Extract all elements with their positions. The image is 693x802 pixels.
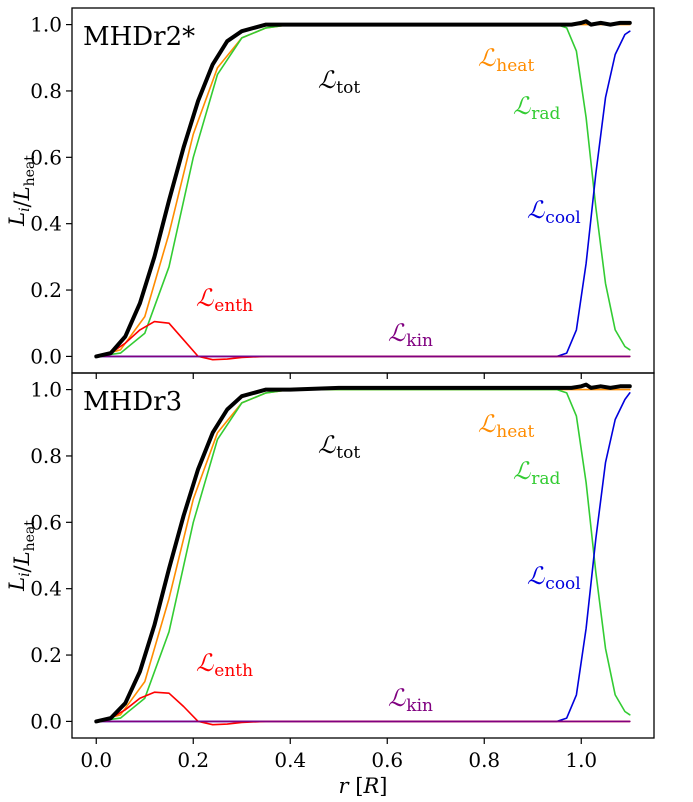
- series-line-l-tot: [94, 382, 632, 724]
- panel-2: 0.0 0.2 0.4 0.6 0.8 1.0 0.0 0.2 0.4 0.6 0.8 1.0 MHDr…: [5, 372, 655, 798]
- x-tick-label: 0.6: [371, 748, 403, 772]
- series-line-l-cool: [95, 392, 631, 723]
- series-group: [94, 382, 632, 726]
- y-axis-label: Li/Lheat: [5, 155, 38, 227]
- x-tick-label: 0.0: [80, 748, 112, 772]
- x-tick-label: 0.8: [468, 748, 500, 772]
- series-label-l-enth: ℒenth: [196, 284, 253, 316]
- series-label-l-rad: ℒrad: [513, 457, 561, 489]
- series-label-l-cool: ℒcool: [527, 196, 581, 228]
- x-axis-label: r [R]: [339, 774, 388, 798]
- series-line-l-cool: [95, 30, 631, 358]
- y-tick-label: 0.2: [30, 278, 62, 302]
- series-label-l-heat: ℒheat: [478, 44, 534, 76]
- panel-title: MHDr3: [83, 387, 182, 417]
- series-label-l-tot: ℒtot: [318, 66, 360, 98]
- y-tick-label: 0.4: [30, 577, 62, 601]
- x-tick-label: 1.0: [565, 748, 597, 772]
- series-line-l-enth: [95, 320, 631, 361]
- panel-title: MHDr2*: [83, 22, 195, 52]
- y-tick-label: 0.0: [30, 344, 62, 368]
- series-label-l-heat: ℒheat: [478, 410, 534, 442]
- series-line-l-enth: [95, 691, 631, 726]
- y-tick-label: 0.6: [30, 145, 62, 169]
- series-line-l-heat: [95, 23, 631, 358]
- y-tick-label: 0.2: [30, 643, 62, 667]
- y-tick-label: 0.8: [30, 79, 62, 103]
- y-tick-label: 0.0: [30, 709, 62, 733]
- series-label-l-cool: ℒcool: [527, 562, 581, 594]
- y-tick-label: 1.0: [30, 13, 62, 37]
- series-label-l-enth: ℒenth: [196, 649, 253, 681]
- series-line-l-heat: [95, 388, 631, 723]
- x-tick-label: 0.4: [274, 748, 306, 772]
- panel-1: 0.0 0.2 0.4 0.6 0.8 1.0 MHDr2* Li/Lheat ℒheat ℒra…: [5, 7, 655, 379]
- y-tick-label: 0.8: [30, 444, 62, 468]
- series-line-l-tot: [94, 19, 632, 359]
- series-group: [94, 19, 632, 361]
- series-label-l-kin: ℒkin: [388, 684, 433, 716]
- series-line-l-rad: [95, 23, 631, 358]
- x-tick-label: 0.2: [177, 748, 209, 772]
- y-axis-label: Li/Lheat: [5, 520, 38, 592]
- series-label-l-rad: ℒrad: [513, 92, 561, 124]
- series-label-l-kin: ℒkin: [388, 319, 433, 351]
- plot-frame: [71, 7, 655, 374]
- series-line-l-rad: [95, 388, 631, 723]
- y-tick-label: 1.0: [30, 378, 62, 402]
- plot-frame: [71, 372, 655, 739]
- y-tick-label: 0.6: [30, 510, 62, 534]
- y-tick-label: 0.4: [30, 212, 62, 236]
- series-label-l-tot: ℒtot: [318, 431, 360, 463]
